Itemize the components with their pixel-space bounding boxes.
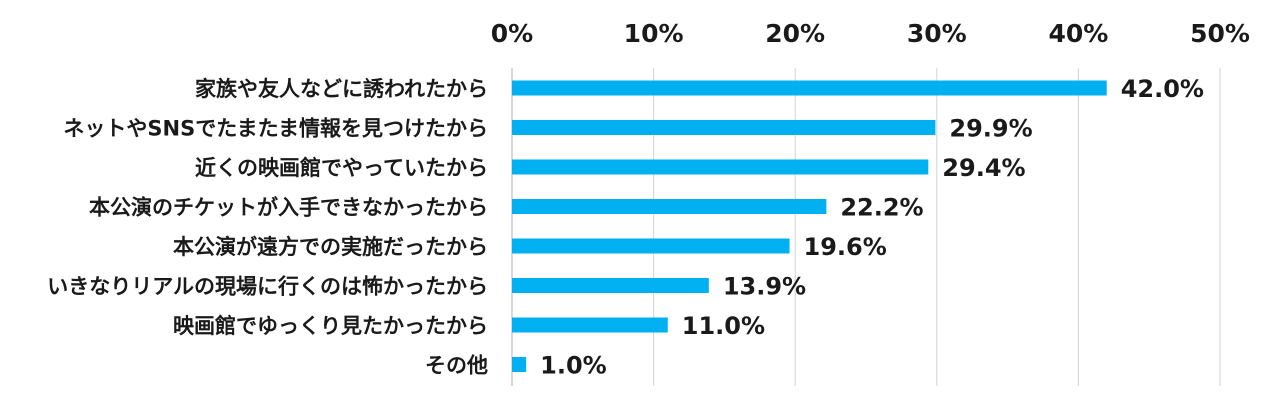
category-label: 本公演のチケットが入手できなかったから (89, 196, 488, 220)
bar (512, 159, 929, 175)
bar (512, 80, 1107, 96)
category-label: ネットやSNSでたまたま情報を見つけたから (63, 117, 488, 141)
value-label: 19.6% (804, 233, 887, 261)
bar (512, 317, 668, 333)
value-label: 22.2% (840, 194, 923, 222)
category-label: いきなりリアルの現場に行くのは怖かったから (47, 275, 488, 299)
x-tick-label: 0% (491, 19, 533, 48)
gridlines (511, 68, 1221, 386)
bar (512, 357, 527, 372)
value-label: 11.0% (682, 312, 765, 340)
bar (512, 238, 790, 254)
category-label: 映画館でゆっくり見たかったから (173, 314, 488, 338)
x-axis-ticks: 0% 10% 20% 30% 40% 50% (491, 19, 1250, 48)
x-tick-label: 20% (765, 19, 825, 48)
bar (512, 120, 936, 135)
x-tick-label: 40% (1048, 19, 1108, 48)
value-labels: 42.0% 29.9% 29.4% 22.2% 19.6% 13.9% 11.0% 1.0% (540, 75, 1204, 380)
bars (512, 80, 1107, 372)
value-label: 29.9% (949, 115, 1032, 143)
value-label: 1.0% (540, 352, 607, 380)
category-label: その他 (425, 354, 488, 378)
category-labels: 家族や友人などに誘われたからネットやSNSでたまたま情報を見つけたから近くの映画… (47, 77, 488, 378)
x-tick-label: 10% (624, 19, 684, 48)
category-label: 近くの映画館でやっていたから (195, 156, 488, 180)
value-label: 13.9% (723, 273, 806, 301)
bar (512, 199, 827, 214)
x-tick-label: 50% (1190, 19, 1250, 48)
value-label: 29.4% (942, 154, 1025, 182)
category-label: 本公演が遠方での実施だったから (173, 235, 488, 259)
bar (512, 278, 709, 293)
x-tick-label: 30% (907, 19, 967, 48)
value-label: 42.0% (1121, 75, 1204, 103)
category-label: 家族や友人などに誘われたから (195, 77, 488, 101)
